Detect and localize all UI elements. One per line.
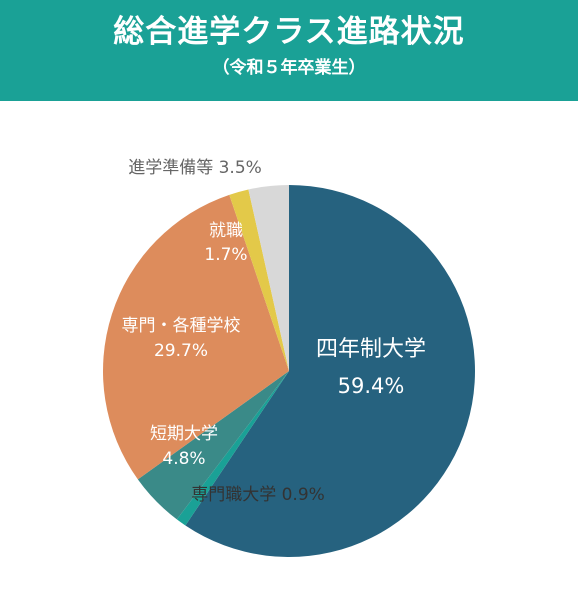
chart-header: 総合進学クラス進路状況 （令和５年卒業生） <box>0 0 578 101</box>
pie-slice-4 <box>229 189 289 371</box>
slice-value-label-2: 4.8% <box>162 449 205 469</box>
slice-name-label-4: 就職 <box>209 221 243 241</box>
slice-value-label-4: 1.7% <box>204 245 247 265</box>
pie-slice-3 <box>102 194 289 480</box>
slice-name-label-2: 短期大学 <box>150 424 218 444</box>
slice-label-1: 専門職大学 0.9% <box>191 485 325 505</box>
slice-value-label-0: 59.4% <box>338 374 405 398</box>
slice-value-label-3: 29.7% <box>154 341 208 361</box>
slice-name-label-3: 専門・各種学校 <box>122 316 241 336</box>
chart-title: 総合進学クラス進路状況 <box>113 14 465 50</box>
slice-name-label-0: 四年制大学 <box>316 337 426 362</box>
pie-slice-0 <box>185 185 475 557</box>
pie-slice-5 <box>248 185 289 371</box>
chart-subtitle: （令和５年卒業生） <box>212 58 366 78</box>
pie-slice-2 <box>137 371 289 520</box>
pie-chart-area: 四年制大学 59.4% 専門職大学 0.9% 短期大学 4.8% 専門・各種学校 29.7%… <box>0 101 578 600</box>
pie-chart: 四年制大学 59.4% 専門職大学 0.9% 短期大学 4.8% 専門・各種学校 29.7%… <box>102 158 475 557</box>
slice-label-5: 進学準備等 3.5% <box>128 158 262 178</box>
pie-slice-1 <box>176 371 289 526</box>
